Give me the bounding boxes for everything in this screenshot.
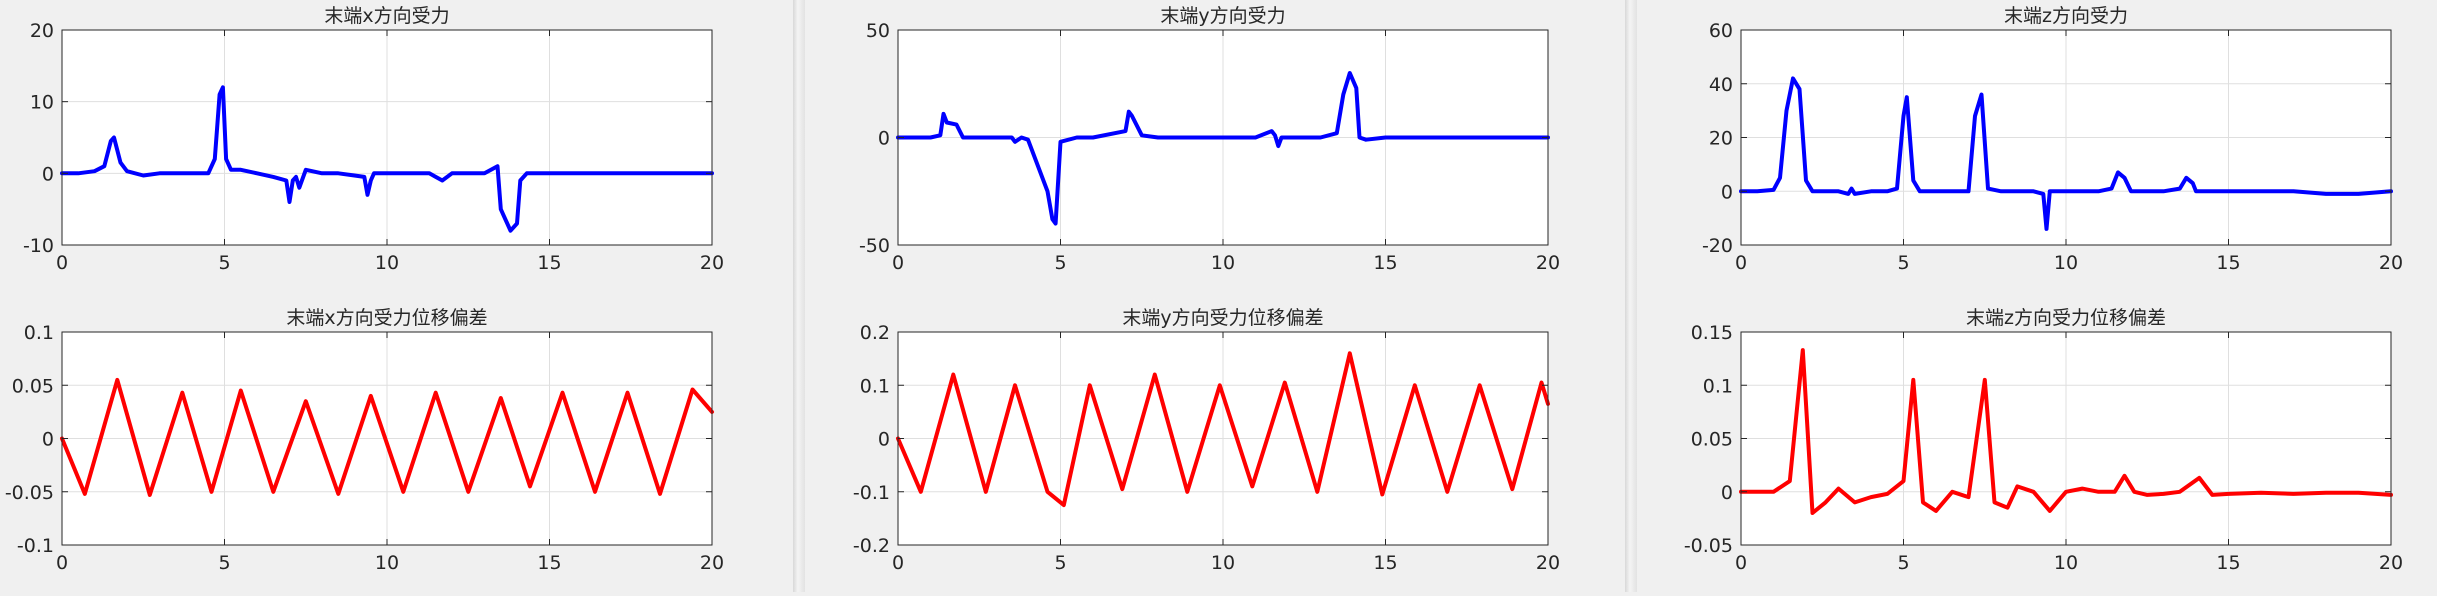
data-series-line xyxy=(60,377,714,497)
y-tick-label: 0.15 xyxy=(1691,322,1733,344)
x-tick-label: 20 xyxy=(2379,552,2403,574)
x-tick-label: 10 xyxy=(2054,252,2078,274)
data-series-line xyxy=(1739,348,2393,515)
chart-title: 末端z方向受力 xyxy=(2004,5,2128,27)
x-tick-label: 0 xyxy=(892,552,904,574)
y-tick-label: -0.2 xyxy=(853,535,890,557)
x-tick-label: 5 xyxy=(1054,552,1066,574)
y-tick-label: 40 xyxy=(1709,74,1733,96)
y-tick-label: -10 xyxy=(23,235,54,257)
y-tick-label: 0 xyxy=(42,163,54,185)
y-tick-label: 0.1 xyxy=(24,322,54,344)
x-tick-label: 0 xyxy=(56,552,68,574)
fig1-bottom-axes: 0 5 10 15 20 -0.2 -0.1 0 0.1 0.2 末端y方向受力位移偏差 xyxy=(853,307,1560,574)
y-tick-label: 0.2 xyxy=(860,322,890,344)
fig0-bottom-axes: 0 5 10 15 20 -0.1 -0.05 0 0.05 0.1 末端x方向受力位移偏差 xyxy=(5,307,724,574)
y-tick-label: 0 xyxy=(1721,482,1733,504)
chart-title: 末端y方向受力 xyxy=(1160,5,1285,27)
y-tick-label: 20 xyxy=(1709,128,1733,150)
y-tick-label: -0.05 xyxy=(5,482,54,504)
y-tick-label: -50 xyxy=(859,235,890,257)
figure-window-z: 0 5 10 15 20 -20 0 20 40 60 末端z方向受力 0 5 10 15 20 -0.05 0 0… xyxy=(1637,0,2437,592)
data-series-line xyxy=(896,351,1550,508)
x-tick-label: 20 xyxy=(1536,552,1560,574)
chart-title: 末端x方向受力 xyxy=(324,5,449,27)
y-tick-label: -20 xyxy=(1702,235,1733,257)
x-tick-label: 5 xyxy=(218,552,230,574)
x-tick-label: 5 xyxy=(1054,252,1066,274)
y-tick-label: -0.1 xyxy=(853,482,890,504)
x-tick-label: 5 xyxy=(1897,252,1909,274)
y-tick-label: 0.1 xyxy=(1703,375,1733,397)
chart-title: 末端z方向受力位移偏差 xyxy=(1966,307,2166,329)
y-tick-label: -0.05 xyxy=(1684,535,1733,557)
x-tick-label: 0 xyxy=(1735,552,1747,574)
x-tick-label: 15 xyxy=(1373,252,1397,274)
y-tick-label: 10 xyxy=(30,92,54,114)
x-tick-label: 10 xyxy=(2054,552,2078,574)
x-tick-label: 15 xyxy=(2216,552,2240,574)
figure-window-x: 0 5 10 15 20 -10 0 10 20 末端x方向受力 0 5 10 15 20 -0.1 -0.05… xyxy=(0,0,793,592)
x-tick-label: 10 xyxy=(375,252,399,274)
y-tick-label: 60 xyxy=(1709,20,1733,42)
x-tick-label: 0 xyxy=(892,252,904,274)
y-tick-label: 0.1 xyxy=(860,375,890,397)
window-divider xyxy=(793,0,805,592)
y-tick-label: 0 xyxy=(878,429,890,451)
data-series-line xyxy=(1739,76,2393,231)
x-tick-label: 10 xyxy=(1211,552,1235,574)
x-tick-label: 5 xyxy=(218,252,230,274)
y-tick-label: 0.05 xyxy=(12,375,54,397)
y-tick-label: 50 xyxy=(866,20,890,42)
x-tick-label: 10 xyxy=(1211,252,1235,274)
x-tick-label: 15 xyxy=(1373,552,1397,574)
x-tick-label: 20 xyxy=(2379,252,2403,274)
x-tick-label: 20 xyxy=(1536,252,1560,274)
figure-window-y: 0 5 10 15 20 -50 0 50 末端y方向受力 0 5 10 15 20 -0.2 -0.1 0 0.… xyxy=(805,0,1625,592)
y-tick-label: 0 xyxy=(1721,181,1733,203)
y-tick-label: 0.05 xyxy=(1691,429,1733,451)
data-series-line xyxy=(60,85,714,233)
x-tick-label: 0 xyxy=(56,252,68,274)
chart-title: 末端x方向受力位移偏差 xyxy=(286,307,487,329)
data-series-line xyxy=(896,71,1550,226)
chart-title: 末端y方向受力位移偏差 xyxy=(1122,307,1323,329)
x-tick-label: 15 xyxy=(537,552,561,574)
window-divider xyxy=(1625,0,1637,592)
x-tick-label: 15 xyxy=(2216,252,2240,274)
x-tick-label: 15 xyxy=(537,252,561,274)
y-tick-label: 20 xyxy=(30,20,54,42)
x-tick-label: 10 xyxy=(375,552,399,574)
x-tick-label: 20 xyxy=(700,252,724,274)
x-tick-label: 0 xyxy=(1735,252,1747,274)
y-tick-label: 0 xyxy=(42,429,54,451)
x-tick-label: 5 xyxy=(1897,552,1909,574)
y-tick-label: 0 xyxy=(878,128,890,150)
y-tick-label: -0.1 xyxy=(17,535,54,557)
x-tick-label: 20 xyxy=(700,552,724,574)
